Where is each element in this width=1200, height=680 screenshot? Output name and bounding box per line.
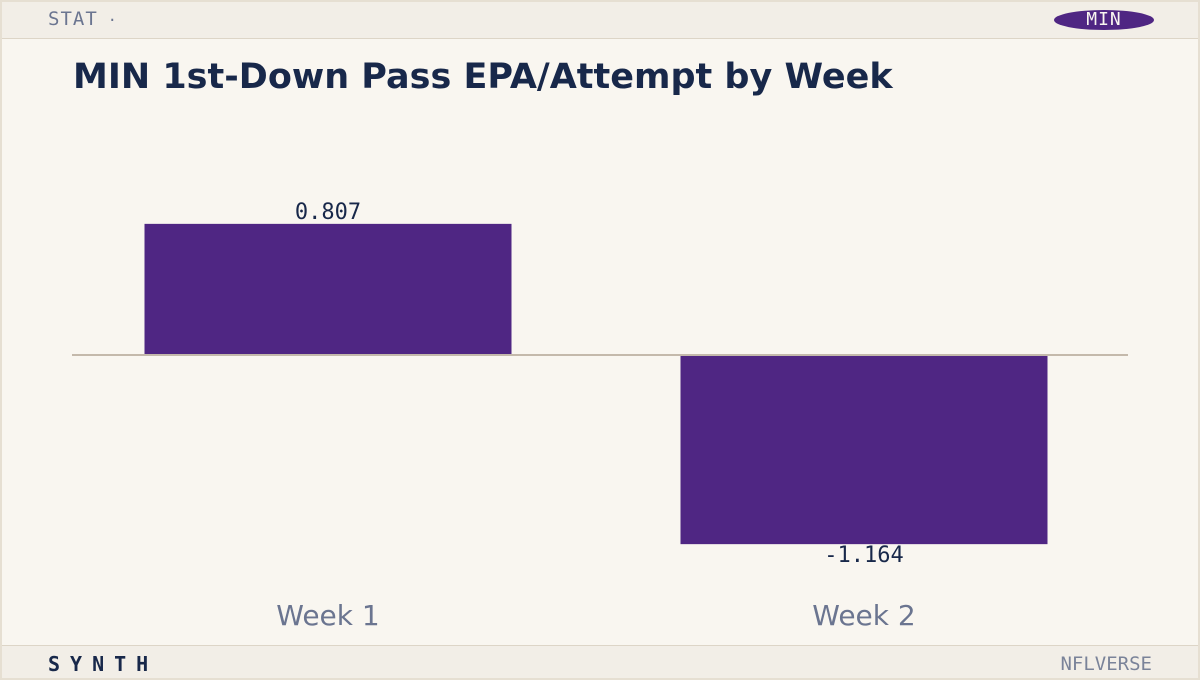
chart-title: MIN 1st-Down Pass EPA/Attempt by Week xyxy=(73,57,893,97)
stat-label-text: STAT xyxy=(48,8,98,30)
top-bar: STAT · MIN xyxy=(2,2,1198,39)
x-tick-label: Week 2 xyxy=(812,599,915,632)
data-label: -1.164 xyxy=(824,543,903,568)
x-tick-label: Week 1 xyxy=(276,599,379,632)
bar-week-2 xyxy=(680,355,1048,545)
data-source: NFLVERSE xyxy=(1060,653,1152,675)
brand-logo: SYNTH xyxy=(48,652,159,676)
stat-label: STAT · xyxy=(48,8,118,30)
bar-week-1 xyxy=(144,223,512,355)
team-badge: MIN xyxy=(1054,10,1154,30)
bottom-bar: SYNTH NFLVERSE xyxy=(2,645,1198,678)
separator-dot: · xyxy=(107,11,118,29)
data-label: 0.807 xyxy=(295,200,361,225)
